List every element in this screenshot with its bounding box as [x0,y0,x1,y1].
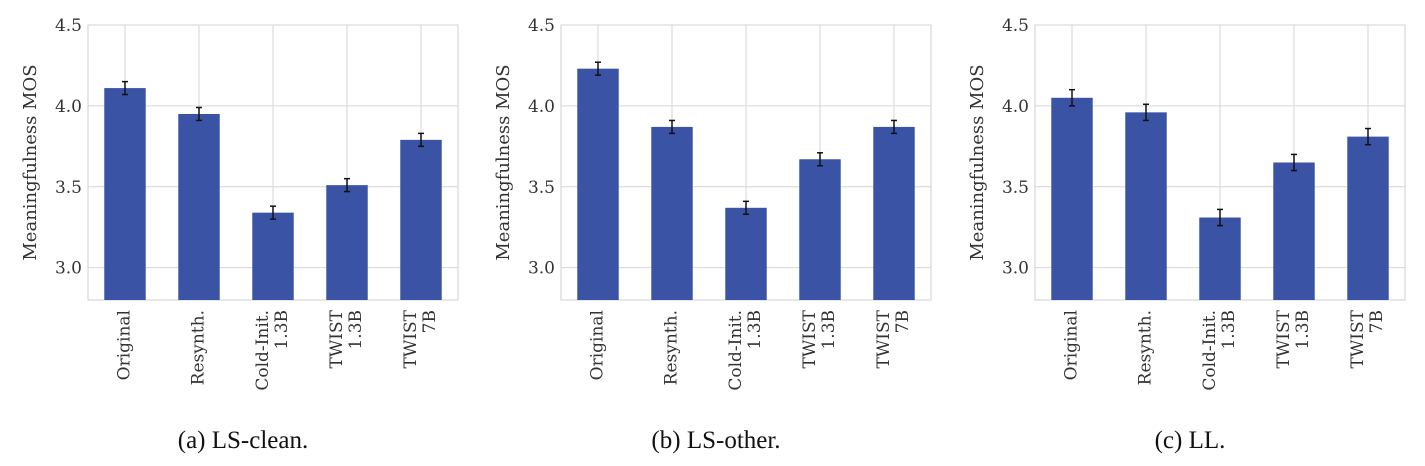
x-tick-label: Original [588,310,608,380]
bar-1 [178,113,220,301]
y-axis-title: Meaningfulness MOS [967,64,988,260]
y-tick-label: 4.5 [1002,16,1029,36]
y-axis-title: Meaningfulness MOS [20,64,41,260]
x-tick-label: Cold-Init. [1200,310,1220,391]
y-tick-label: 3.5 [1002,178,1029,198]
bar-4 [400,139,442,300]
bar-4 [873,126,915,300]
x-tick-label: TWIST [874,309,894,368]
x-tick-label: Resynth. [1136,310,1156,385]
y-axis-title: Meaningfulness MOS [493,64,514,260]
bar-3 [799,159,841,300]
x-tick-label: Resynth. [189,310,209,385]
x-tick-label: Original [115,310,135,380]
x-tick-label: 1.3B [745,310,765,350]
x-tick-label: TWIST [401,309,421,368]
x-tick-label: 1.3B [819,310,839,350]
panel-caption: (a) LS-clean. [178,427,308,454]
y-tick-label: 3.0 [528,259,555,279]
y-tick-label: 4.0 [1002,97,1029,117]
x-tick-label: 7B [893,310,913,333]
x-tick-label: TWIST [1274,309,1294,368]
bar-0 [104,88,146,301]
bar-0 [577,68,619,300]
x-tick-label: Resynth. [662,310,682,385]
bar-2 [1199,217,1241,300]
y-tick-label: 4.5 [55,16,82,36]
y-tick-label: 3.0 [1002,259,1029,279]
x-tick-label: 7B [420,310,440,333]
bar-3 [1273,162,1315,300]
y-tick-label: 3.0 [55,259,82,279]
bar-2 [252,212,294,300]
bar-1 [651,126,693,300]
panel-caption: (c) LL. [1155,427,1226,454]
x-tick-label: 1.3B [272,310,292,350]
y-tick-label: 4.5 [528,16,555,36]
bar-4 [1347,136,1389,300]
x-tick-label: Original [1062,310,1082,380]
y-tick-label: 4.0 [528,97,555,117]
x-tick-label: 1.3B [346,310,366,350]
x-tick-label: Cold-Init. [726,310,746,391]
y-tick-label: 4.0 [55,97,82,117]
bar-2 [725,207,767,300]
bar-3 [326,185,368,300]
bar-1 [1125,112,1167,301]
bar-0 [1051,97,1093,300]
x-tick-label: 1.3B [1219,310,1239,350]
x-tick-label: 1.3B [1293,310,1313,350]
x-tick-label: TWIST [1348,309,1368,368]
x-tick-label: Cold-Init. [253,310,273,391]
panel-caption: (b) LS-other. [651,427,780,454]
x-tick-label: TWIST [800,309,820,368]
x-tick-label: TWIST [327,309,347,368]
y-tick-label: 3.5 [528,178,555,198]
x-tick-label: 7B [1367,310,1387,333]
y-tick-label: 3.5 [55,178,82,198]
